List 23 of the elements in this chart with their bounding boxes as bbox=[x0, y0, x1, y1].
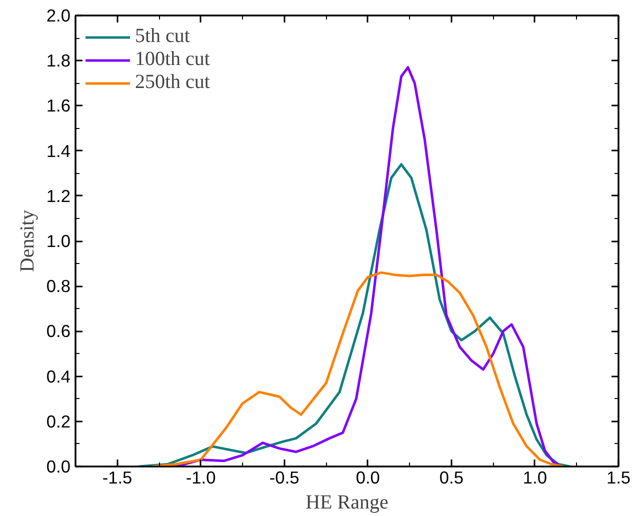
x-tick-label: 0.5 bbox=[439, 468, 464, 488]
x-tick-label: -0.5 bbox=[269, 468, 300, 488]
legend-label: 5th cut bbox=[135, 25, 190, 48]
x-tick-label: 1.5 bbox=[606, 468, 631, 488]
y-tick-label: 1.8 bbox=[46, 50, 71, 71]
x-tick-label: -1.5 bbox=[102, 468, 132, 488]
x-tick-label: 0.0 bbox=[356, 468, 380, 488]
y-tick-label: 2.0 bbox=[46, 6, 71, 26]
y-tick-label: 1.0 bbox=[46, 231, 71, 251]
y-tick-label: 1.2 bbox=[46, 186, 71, 206]
line-series bbox=[151, 271, 565, 466]
y-tick-label: 0.4 bbox=[46, 366, 71, 386]
legend-label: 250th cut bbox=[135, 71, 210, 94]
x-axis-title: HE Range bbox=[306, 492, 388, 514]
y-tick-label: 1.6 bbox=[46, 96, 71, 116]
legend-label: 100th cut bbox=[135, 48, 210, 71]
y-tick-label: 0.8 bbox=[46, 276, 71, 296]
x-tick-label: -1.0 bbox=[186, 468, 216, 488]
x-tick-label: 1.0 bbox=[522, 468, 548, 488]
y-tick-label: 0.2 bbox=[46, 411, 71, 432]
y-axis-title: Density bbox=[16, 210, 38, 272]
y-tick-label: 0.6 bbox=[46, 321, 71, 342]
y-tick-label: 1.4 bbox=[46, 140, 71, 161]
